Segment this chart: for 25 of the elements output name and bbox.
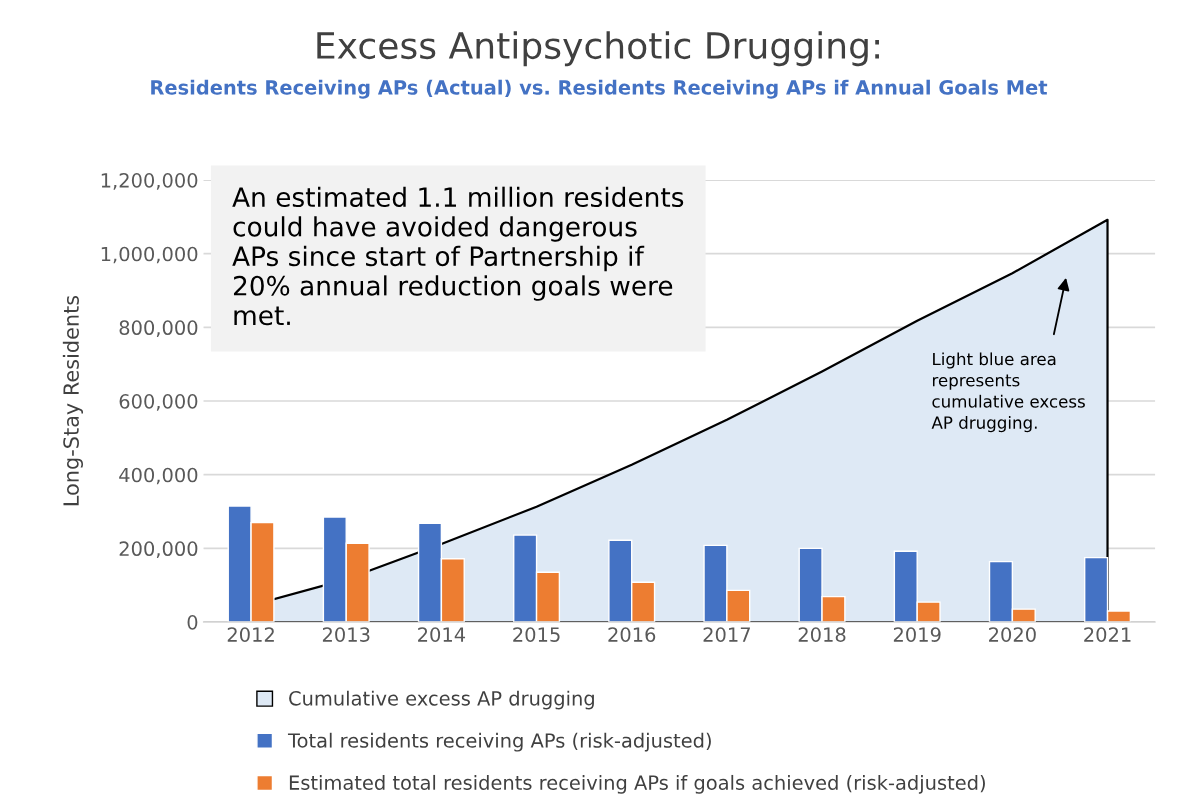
x-tick-label: 2015 [513, 627, 560, 642]
y-tick-label: 800,000 [119, 320, 198, 338]
chart-title: Excess Antipsychotic Drugging: [317, 31, 879, 67]
x-tick-label: 2021 [1084, 627, 1131, 642]
x-tick-label: 2018 [798, 627, 846, 642]
legend-label: Cumulative excess AP drugging [289, 690, 594, 710]
annotation: Light blue area represents cumulative excess AP drugging. [931, 352, 1085, 433]
x-tick-label: 2014 [418, 627, 466, 642]
legend-label: Total residents receiving APs (risk-adjusted) [287, 732, 711, 752]
legend-label: Estimated total residents receiving APs if goals achieved (risk-adjusted) [289, 774, 985, 794]
y-tick-label: 200,000 [119, 541, 198, 559]
x-tick-label: 2020 [989, 627, 1036, 642]
y-axis-title: Long-Stay Residents [62, 295, 83, 506]
y-tick-label: 1,200,000 [101, 173, 198, 190]
x-tick-label: 2016 [608, 627, 656, 642]
y-tick-label: 600,000 [119, 394, 198, 411]
x-tick-label: 2013 [322, 627, 370, 642]
y-tick-label: 0 [187, 614, 198, 630]
y-tick-label: 1,000,000 [101, 246, 198, 264]
y-tick-label: 400,000 [119, 467, 198, 485]
annotation: An estimated 1.1 million residents could have avoided dangerous APs since start of Partnership if 20% annual reduction goals were met. [232, 186, 684, 326]
x-tick-label: 2017 [703, 627, 750, 642]
x-tick-label: 2019 [893, 627, 941, 642]
chart-subtitle: Residents Receiving APs (Actual) vs. Residents Receiving APs if Annual Goals Met [151, 79, 1048, 99]
x-tick-label: 2012 [227, 627, 274, 642]
